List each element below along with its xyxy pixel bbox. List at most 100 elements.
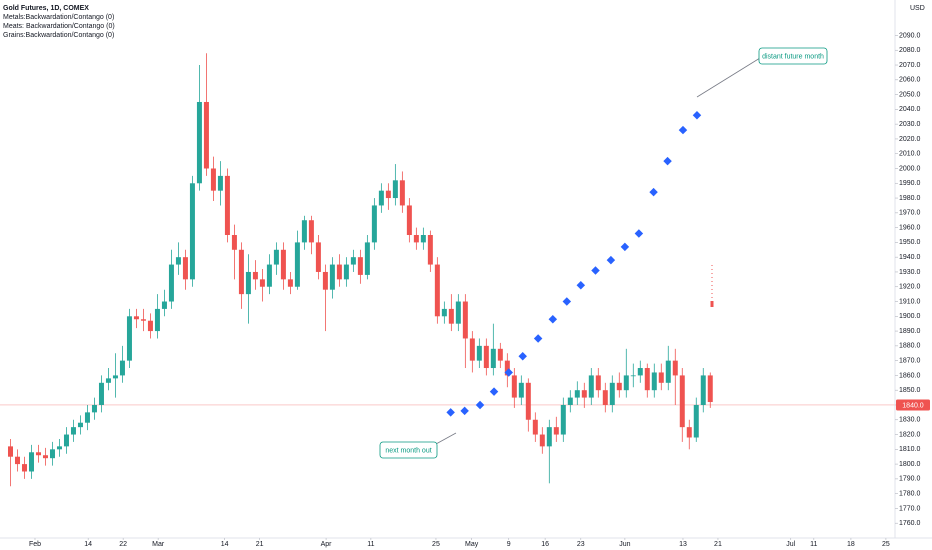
annotation-text: next month out — [385, 447, 431, 454]
candle-body — [637, 368, 643, 376]
candle-body — [84, 412, 90, 423]
candle-body — [224, 175, 230, 236]
y-tick-label: 1920.0 — [899, 284, 921, 291]
candle-body — [7, 446, 13, 457]
candle-body — [399, 180, 405, 206]
candle-body — [455, 301, 461, 324]
candle-body — [392, 180, 398, 199]
candle-body — [371, 205, 377, 243]
x-tick-label: Mar — [152, 541, 165, 548]
candle-body — [49, 449, 55, 459]
candle-body — [378, 190, 384, 206]
x-tick-label: 14 — [221, 541, 229, 548]
candle-body — [238, 249, 244, 295]
candle-body — [280, 249, 286, 280]
candle-body — [518, 382, 524, 398]
candle-body — [539, 434, 545, 447]
x-tick-label: 21 — [256, 541, 264, 548]
candle-body — [616, 382, 622, 391]
candle-body — [602, 390, 608, 405]
candle-body — [490, 348, 496, 369]
candle-body — [301, 220, 307, 243]
candle-body — [364, 242, 370, 275]
candle-body — [147, 320, 153, 332]
candle-body — [441, 308, 447, 317]
candle-body — [105, 378, 111, 383]
candle-body — [707, 375, 713, 403]
y-tick-label: 1990.0 — [899, 180, 921, 187]
x-tick-label: 22 — [119, 541, 127, 548]
indicator-label: Grains:Backwardation/Contango (0) — [3, 32, 114, 39]
y-tick-label: 1950.0 — [899, 239, 921, 246]
candle-body — [259, 279, 265, 287]
candle-body — [189, 183, 195, 280]
plot — [0, 53, 895, 487]
y-tick-label: 2000.0 — [899, 165, 921, 172]
annotation-distant: distant future month — [696, 47, 828, 98]
forward-point — [518, 351, 527, 361]
candle-body — [420, 235, 426, 243]
callout-line — [696, 57, 761, 98]
last-price-label: 1840.0 — [902, 402, 924, 409]
callout-box — [379, 441, 438, 459]
forward-point — [533, 334, 543, 343]
candle-body — [266, 264, 272, 287]
candle-body — [14, 456, 20, 465]
candle-body — [210, 168, 216, 191]
candle-body — [581, 390, 587, 398]
candle-body — [413, 235, 419, 243]
candle-body — [679, 375, 685, 428]
y-tick-label: 1980.0 — [899, 195, 921, 202]
candle-body — [672, 360, 678, 376]
x-tick-label: Jul — [786, 541, 795, 548]
y-tick-label: 2050.0 — [899, 91, 921, 98]
y-tick-label: 2010.0 — [899, 151, 921, 158]
candle-body — [476, 345, 482, 361]
candle-body — [252, 271, 258, 280]
y-tick-label: 1940.0 — [899, 254, 921, 261]
y-tick-label: 1970.0 — [899, 210, 921, 217]
annotation-next: next month out — [379, 432, 457, 459]
y-tick-label: 1890.0 — [899, 328, 921, 335]
x-tick-label: 14 — [84, 541, 92, 548]
candle-body — [70, 427, 76, 435]
y-tick-label: 1830.0 — [899, 417, 921, 424]
y-tick-label: 1820.0 — [899, 431, 921, 438]
last-price-box — [896, 399, 930, 411]
y-tick-label: 1960.0 — [899, 224, 921, 231]
candle-body — [700, 375, 706, 405]
forward-point — [475, 400, 485, 410]
candle-body — [28, 452, 34, 472]
candle-body — [469, 338, 475, 361]
forward-point — [489, 387, 499, 396]
y-tick-label: 2040.0 — [899, 106, 921, 113]
x-tick-label: 9 — [507, 541, 511, 548]
candle-body — [56, 446, 62, 450]
candle-body — [133, 316, 139, 320]
candle-body — [693, 404, 699, 438]
forward-point — [446, 408, 455, 417]
candle-body — [182, 257, 188, 280]
candle-body — [553, 427, 559, 435]
forward-point — [548, 315, 558, 324]
x-tick-label: Jun — [619, 541, 630, 548]
candle-body — [385, 190, 391, 199]
candle-body — [665, 360, 671, 383]
candle-body — [168, 264, 174, 302]
x-tick-label: 16 — [541, 541, 549, 548]
candle-body — [98, 382, 104, 405]
candle-body — [504, 360, 510, 376]
candle-body — [686, 427, 692, 438]
y-tick-label: 2020.0 — [899, 136, 921, 143]
y-tick-label: 2070.0 — [899, 62, 921, 69]
candle-body — [217, 175, 223, 191]
forward-point — [606, 255, 616, 265]
candle-body — [140, 319, 146, 321]
candle-body — [448, 308, 454, 324]
y-tick-label: 1900.0 — [899, 313, 921, 320]
candle-body — [651, 372, 657, 391]
y-tick-label: 2030.0 — [899, 121, 921, 128]
candle-body — [574, 390, 580, 398]
candle-body — [35, 452, 41, 456]
forward-point — [504, 368, 513, 377]
